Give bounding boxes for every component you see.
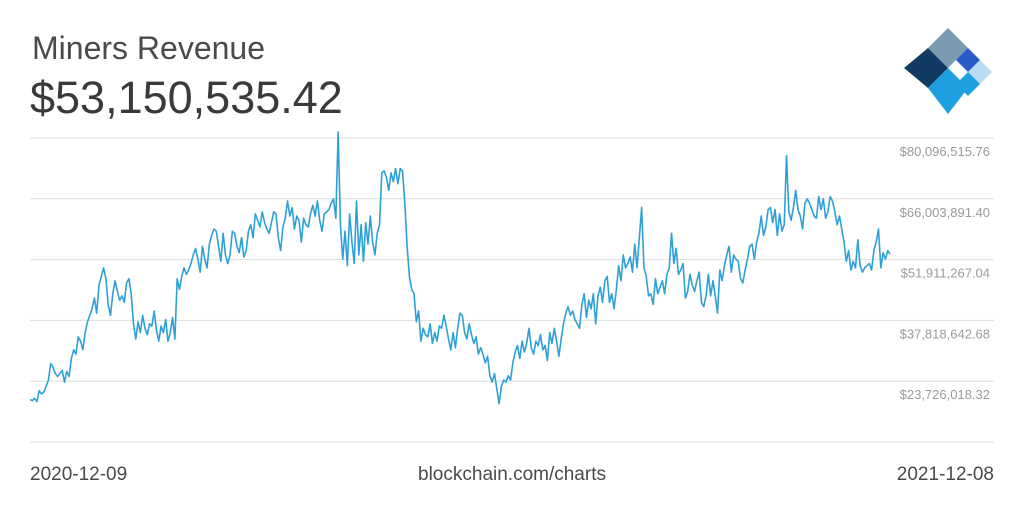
line-chart: $80,096,515.76 $66,003,891.40 $51,911,267.… (29, 131, 994, 443)
y-tick-label: $37,818,642.68 (900, 326, 990, 341)
start-date-label: 2020-12-09 (30, 464, 128, 485)
logo-blue-square (928, 68, 968, 114)
y-tick-label: $66,003,891.40 (900, 205, 990, 220)
end-date-label: 2021-12-08 (896, 464, 994, 485)
series-line (29, 131, 891, 405)
grid-lines (30, 137, 994, 443)
y-tick-label: $80,096,515.76 (900, 144, 990, 159)
logo-blue-square-2 (956, 72, 980, 96)
current-value: $53,150,535.42 (30, 72, 343, 123)
y-axis-ticks: $80,096,515.76 $66,003,891.40 $51,911,267.… (900, 144, 990, 402)
logo-dark-square (904, 48, 948, 88)
y-tick-label: $51,911,267.04 (901, 266, 990, 281)
source-label: blockchain.com/charts (418, 464, 606, 485)
blockchain-logo-icon (904, 28, 992, 114)
chart-title: Miners Revenue (32, 30, 265, 66)
y-tick-label: $23,726,018.32 (900, 387, 990, 402)
